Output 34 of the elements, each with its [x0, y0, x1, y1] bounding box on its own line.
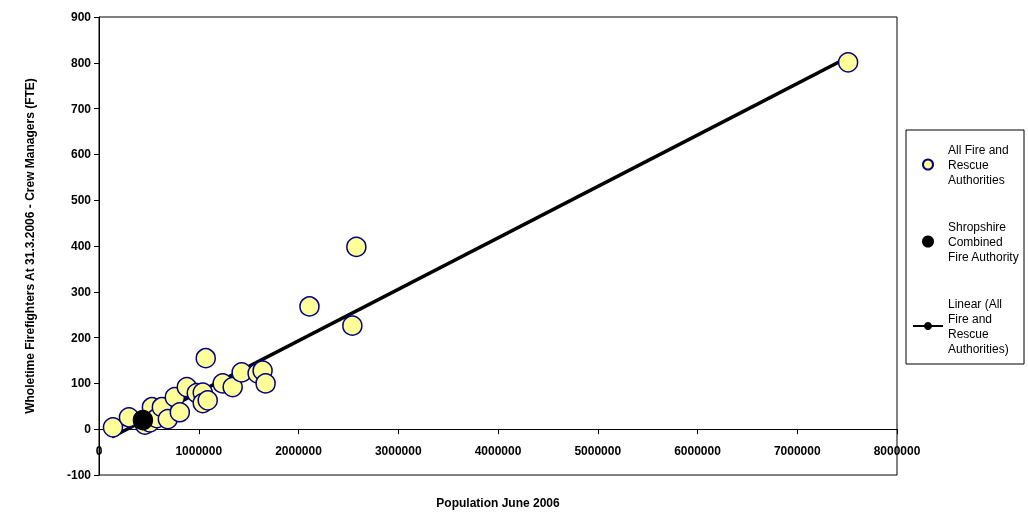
y-tick-label: 200	[70, 330, 92, 345]
y-axis-title: Wholetime Firefighters At 31.3.2006 - Crew Managers (FTE)	[22, 78, 37, 414]
x-tick-label: 5000000	[574, 444, 622, 458]
point	[342, 315, 363, 336]
x-axis-title: Population June 2006	[436, 496, 560, 510]
y-tick-label: 300	[70, 284, 92, 299]
y-tick-label: 100	[70, 376, 92, 391]
legend-label: All Fire and Rescue Authorities	[948, 142, 1013, 187]
point	[837, 52, 859, 73]
y-tick-label: 600	[70, 147, 92, 162]
x-tick-label: 7000000	[773, 444, 821, 458]
y-tick-label: 800	[70, 55, 92, 70]
point	[169, 402, 191, 423]
y-tick-label: 500	[70, 193, 92, 208]
point	[197, 390, 218, 411]
y-tick-label: -100	[66, 468, 92, 482]
x-tick-label: 8000000	[873, 444, 921, 458]
point	[299, 296, 320, 317]
x-tick-label: 2000000	[275, 444, 323, 458]
x-tick-label: 4000000	[474, 444, 522, 458]
point	[195, 347, 216, 369]
point	[255, 373, 276, 394]
legend-label: Linear (All Fire and Rescue Authorities)	[948, 296, 1009, 356]
point	[346, 236, 367, 258]
y-tick-label: 700	[70, 101, 92, 116]
legend-label: Shropshire Combined Fire Authority	[948, 219, 1019, 264]
y-tick-label: 400	[70, 239, 92, 253]
point	[222, 376, 243, 398]
y-tick-label: 900	[70, 10, 92, 24]
x-tick-label: 1000000	[175, 444, 223, 458]
y-tick-label: 0	[84, 422, 92, 437]
point	[102, 417, 124, 438]
x-tick-label: 3000000	[374, 444, 422, 458]
x-tick-label: 6000000	[674, 444, 722, 458]
